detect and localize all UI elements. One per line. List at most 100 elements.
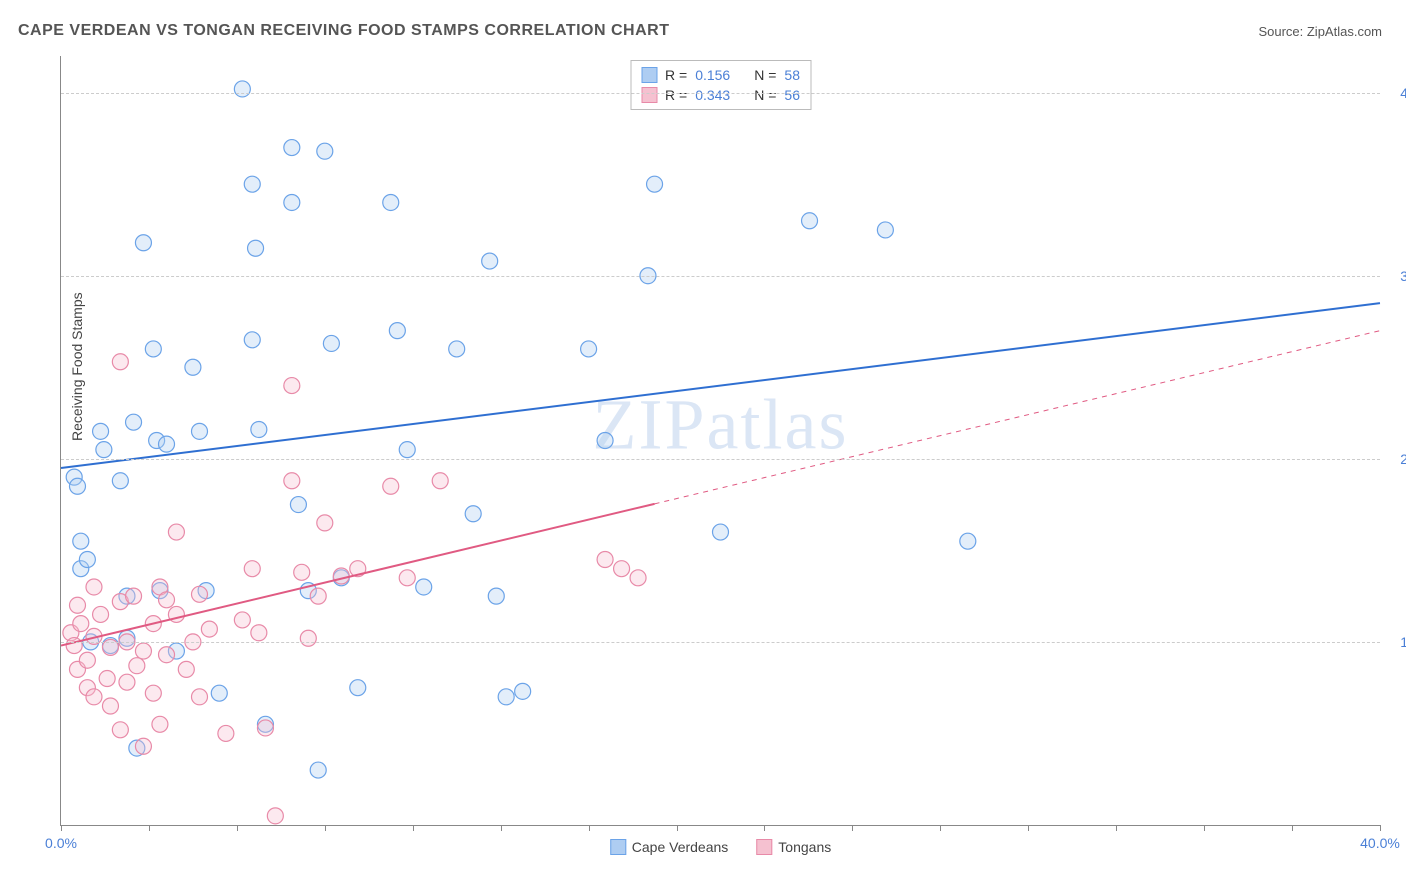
xtick: [589, 825, 590, 831]
data-point: [713, 524, 729, 540]
data-point: [465, 506, 481, 522]
data-point: [112, 722, 128, 738]
data-point: [300, 630, 316, 646]
data-point: [112, 473, 128, 489]
data-point: [159, 647, 175, 663]
plot-svg: [61, 56, 1380, 825]
gridline: [61, 93, 1380, 94]
xtick: [149, 825, 150, 831]
xtick: [1380, 825, 1381, 831]
data-point: [399, 570, 415, 586]
data-point: [323, 335, 339, 351]
gridline: [61, 642, 1380, 643]
swatch-cv: [610, 839, 626, 855]
xtick: [1116, 825, 1117, 831]
data-point: [248, 240, 264, 256]
xtick: [940, 825, 941, 831]
data-point: [126, 414, 142, 430]
ytick-label: 10.0%: [1400, 634, 1406, 650]
data-point: [145, 341, 161, 357]
ytick-label: 20.0%: [1400, 451, 1406, 467]
data-point: [581, 341, 597, 357]
legend-item-cv: Cape Verdeans: [610, 839, 729, 855]
data-point: [251, 625, 267, 641]
data-point: [185, 359, 201, 375]
data-point: [234, 81, 250, 97]
data-point: [251, 422, 267, 438]
xtick-label: 0.0%: [45, 835, 77, 851]
data-point: [79, 552, 95, 568]
data-point: [317, 515, 333, 531]
xtick: [1292, 825, 1293, 831]
legend-item-tg: Tongans: [756, 839, 831, 855]
data-point: [284, 140, 300, 156]
data-point: [126, 588, 142, 604]
xtick: [1204, 825, 1205, 831]
data-point: [488, 588, 504, 604]
data-point: [69, 597, 85, 613]
data-point: [267, 808, 283, 824]
trend-line: [61, 303, 1380, 468]
data-point: [93, 606, 109, 622]
data-point: [630, 570, 646, 586]
data-point: [86, 579, 102, 595]
data-point: [416, 579, 432, 595]
data-point: [99, 671, 115, 687]
data-point: [432, 473, 448, 489]
data-point: [614, 561, 630, 577]
legend-series: Cape Verdeans Tongans: [610, 839, 831, 855]
data-point: [449, 341, 465, 357]
xtick: [325, 825, 326, 831]
data-point: [96, 442, 112, 458]
data-point: [73, 533, 89, 549]
data-point: [178, 661, 194, 677]
data-point: [191, 689, 207, 705]
xtick: [237, 825, 238, 831]
data-point: [284, 194, 300, 210]
xtick: [61, 825, 62, 831]
data-point: [102, 698, 118, 714]
data-point: [86, 689, 102, 705]
legend-label-tg: Tongans: [778, 839, 831, 855]
ytick-label: 30.0%: [1400, 268, 1406, 284]
data-point: [877, 222, 893, 238]
chart-title: CAPE VERDEAN VS TONGAN RECEIVING FOOD ST…: [18, 22, 669, 40]
data-point: [73, 616, 89, 632]
data-point: [802, 213, 818, 229]
data-point: [234, 612, 250, 628]
data-point: [79, 652, 95, 668]
data-point: [112, 354, 128, 370]
data-point: [257, 720, 273, 736]
data-point: [482, 253, 498, 269]
data-point: [201, 621, 217, 637]
xtick-label: 40.0%: [1360, 835, 1400, 851]
data-point: [498, 689, 514, 705]
swatch-tg: [756, 839, 772, 855]
data-point: [69, 478, 85, 494]
gridline: [61, 459, 1380, 460]
data-point: [333, 568, 349, 584]
data-point: [399, 442, 415, 458]
data-point: [244, 561, 260, 577]
data-point: [389, 323, 405, 339]
data-point: [597, 552, 613, 568]
data-point: [294, 564, 310, 580]
data-point: [244, 176, 260, 192]
data-point: [960, 533, 976, 549]
data-point: [211, 685, 227, 701]
data-point: [159, 592, 175, 608]
data-point: [244, 332, 260, 348]
xtick: [852, 825, 853, 831]
legend-label-cv: Cape Verdeans: [632, 839, 729, 855]
xtick: [1028, 825, 1029, 831]
gridline: [61, 276, 1380, 277]
data-point: [383, 478, 399, 494]
data-point: [191, 586, 207, 602]
data-point: [129, 658, 145, 674]
ytick-label: 40.0%: [1400, 85, 1406, 101]
plot-area: Receiving Food Stamps ZIPatlas R = 0.156…: [60, 56, 1380, 826]
data-point: [93, 423, 109, 439]
data-point: [218, 725, 234, 741]
data-point: [383, 194, 399, 210]
xtick: [413, 825, 414, 831]
